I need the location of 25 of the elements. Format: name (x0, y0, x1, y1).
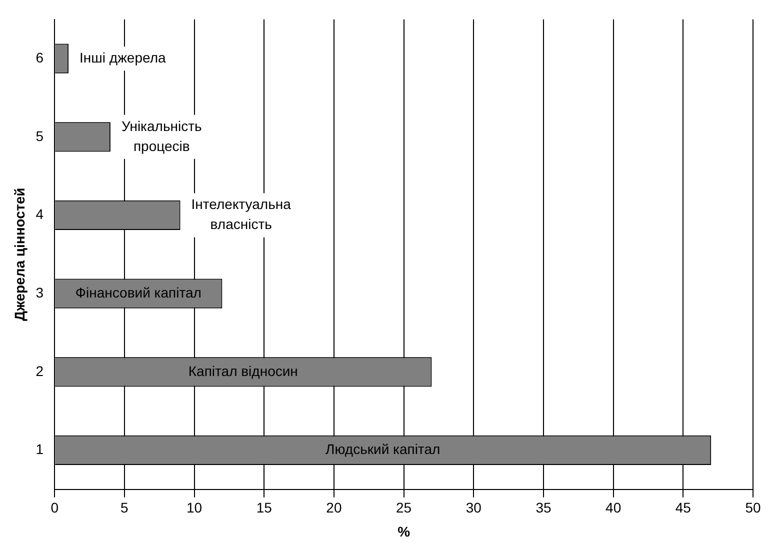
annotation: Інтелектуальна власність (191, 196, 292, 232)
y-tick-label: 3 (36, 284, 44, 300)
y-axis-title: Джерела цінностей (11, 188, 28, 322)
y-tick-label: 1 (36, 441, 44, 458)
annotation: Капітал відносин (188, 362, 298, 379)
x-tick-label: 0 (50, 500, 59, 516)
annotation: Людський капітал (326, 441, 440, 458)
annotation: Фінансовий капітал (75, 284, 202, 300)
x-tick-label: 50 (745, 500, 761, 516)
x-tick-label: 25 (396, 500, 412, 516)
x-tick-label: 15 (256, 500, 272, 516)
y-tick-label: 2 (36, 362, 44, 379)
x-tick-label: 5 (120, 500, 129, 516)
annotation: Інші джерела (80, 49, 166, 66)
y-tick-label: 6 (36, 49, 44, 66)
y-tick-label: 4 (36, 206, 44, 222)
x-tick-label: 45 (675, 500, 692, 516)
annotation: Унікальність процесів (121, 118, 202, 154)
x-tick-label: 10 (186, 500, 202, 516)
x-tick-label: 40 (606, 500, 622, 516)
x-tick-label: 35 (536, 500, 552, 516)
x-tick-label: 20 (326, 500, 342, 516)
x-axis-title: % (398, 523, 411, 540)
x-tick-label: 30 (466, 500, 482, 516)
y-tick-label: 5 (36, 128, 44, 144)
